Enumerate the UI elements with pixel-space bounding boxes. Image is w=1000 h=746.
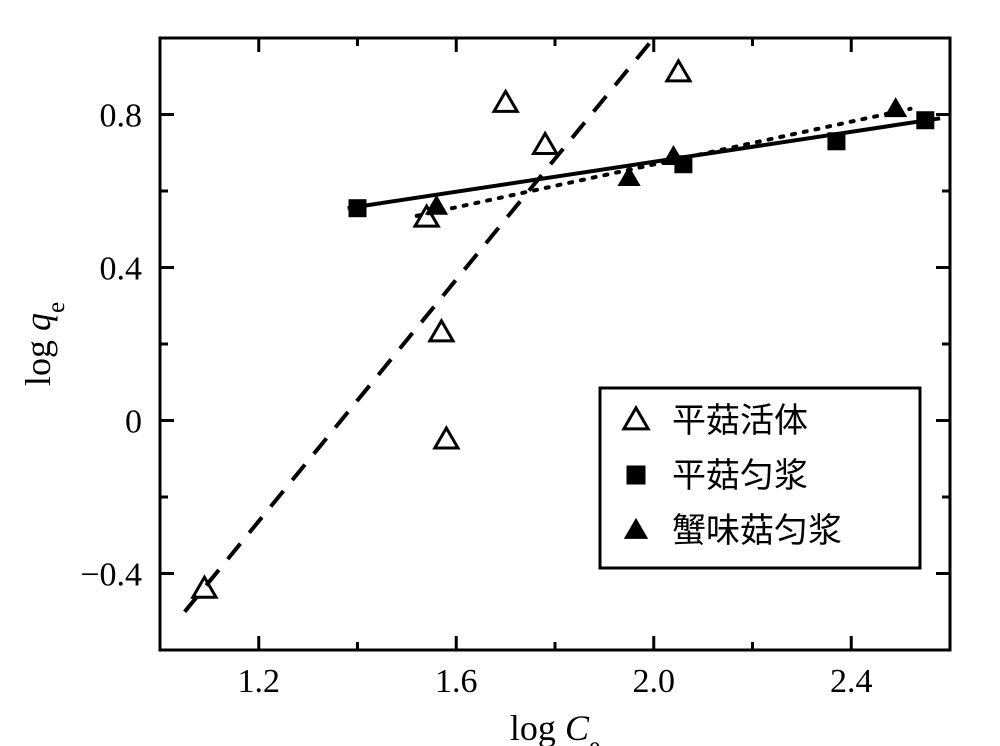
svg-text:蟹味菇匀浆: 蟹味菇匀浆 [672, 512, 842, 550]
svg-text:0.8: 0.8 [100, 98, 143, 135]
svg-text:1.6: 1.6 [435, 663, 478, 700]
svg-text:0: 0 [125, 404, 142, 441]
svg-text:2.4: 2.4 [830, 663, 873, 700]
svg-text:平菇匀浆: 平菇匀浆 [672, 457, 808, 495]
svg-text:0.4: 0.4 [100, 251, 143, 288]
svg-text:−0.4: −0.4 [80, 557, 142, 594]
svg-text:log Ce: log Ce [510, 708, 600, 746]
svg-text:平菇活体: 平菇活体 [672, 402, 808, 440]
scatter-chart: 1.21.62.02.4−0.400.40.8log Celog qe平菇活体平… [0, 0, 1000, 746]
chart-container: 1.21.62.02.4−0.400.40.8log Celog qe平菇活体平… [0, 0, 1000, 746]
svg-text:2.0: 2.0 [633, 663, 676, 700]
svg-text:1.2: 1.2 [238, 663, 281, 700]
